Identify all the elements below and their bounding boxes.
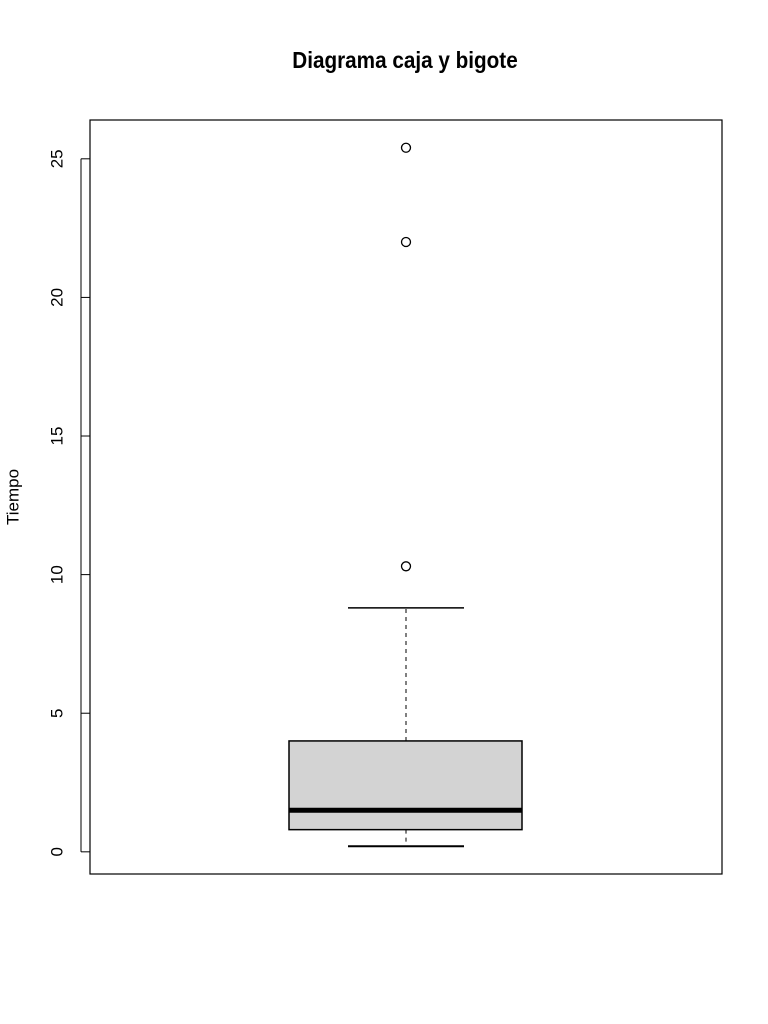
y-tick-label: 5 — [47, 708, 66, 717]
box — [288, 740, 523, 831]
y-tick-label: 25 — [47, 149, 66, 168]
outlier — [400, 236, 412, 248]
y-tick-label: 10 — [47, 565, 66, 584]
outlier — [400, 561, 412, 572]
y-tick-label: 15 — [47, 427, 66, 446]
y-axis-label: Tiempo — [3, 469, 22, 525]
chart-title: Diagrama caja y bigote — [292, 47, 517, 73]
plot-frame — [89, 119, 723, 875]
y-tick-label: 0 — [47, 847, 66, 856]
y-tick-label: 20 — [47, 288, 66, 307]
outlier — [400, 142, 412, 153]
